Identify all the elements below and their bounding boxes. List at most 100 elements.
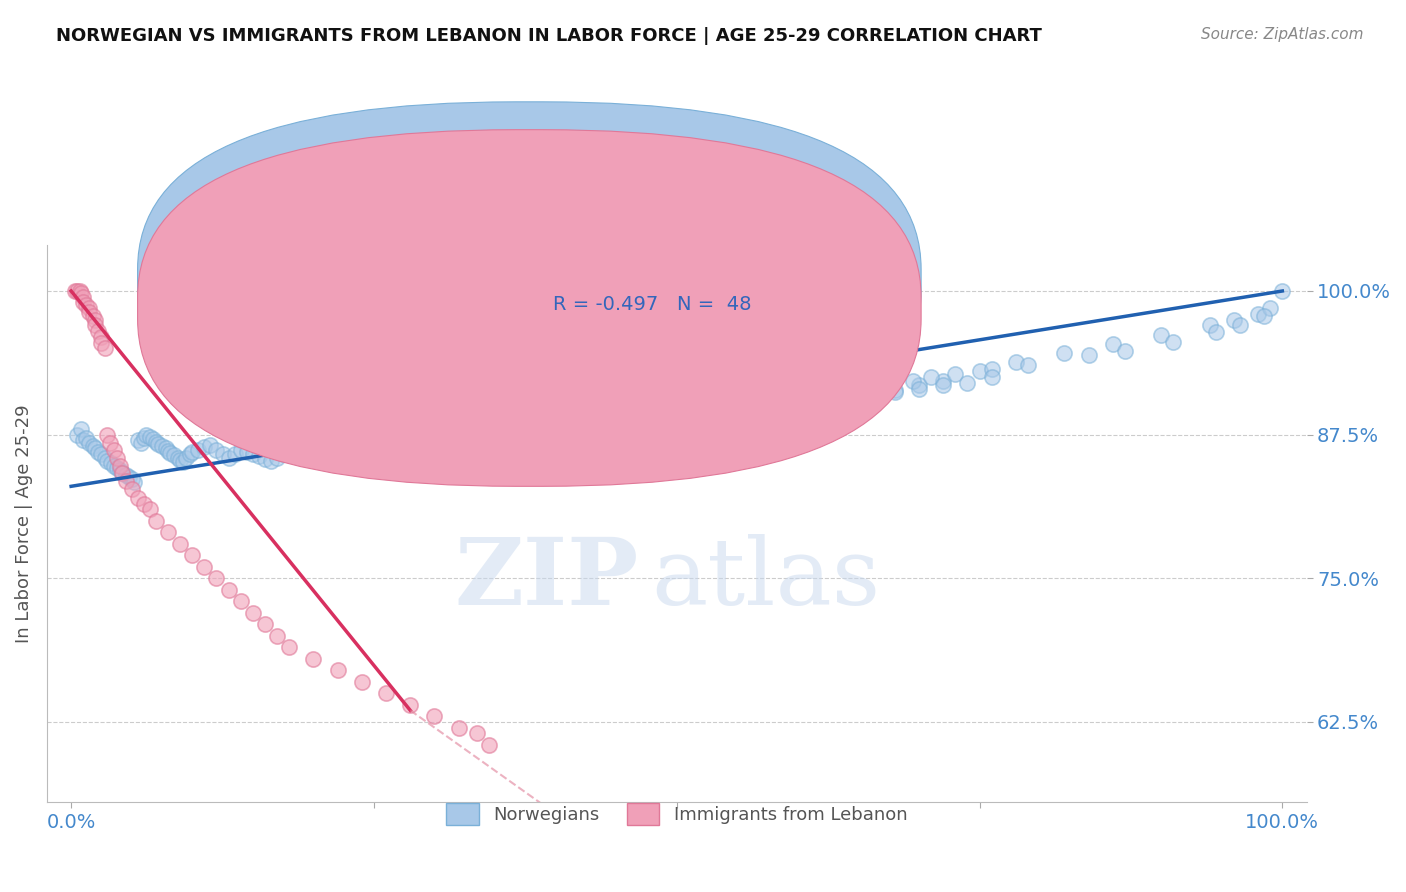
Point <box>478 738 501 752</box>
Point <box>98 435 121 450</box>
Point <box>1198 318 1220 333</box>
Point <box>484 435 506 450</box>
Point <box>87 324 110 338</box>
Point <box>859 387 882 401</box>
Point <box>375 686 398 700</box>
Point <box>150 439 173 453</box>
Point <box>762 399 785 413</box>
Point <box>811 396 834 410</box>
Point <box>956 376 979 390</box>
Point <box>533 445 555 459</box>
Point <box>90 330 112 344</box>
Point <box>174 450 197 465</box>
Point <box>363 427 385 442</box>
Point <box>271 447 294 461</box>
Point <box>339 434 361 448</box>
Point <box>108 463 131 477</box>
Point <box>883 385 905 400</box>
Point <box>139 502 162 516</box>
Point <box>302 651 325 665</box>
Point <box>218 450 240 465</box>
Point <box>72 434 94 448</box>
Point <box>114 467 136 482</box>
Point <box>508 440 530 454</box>
Point <box>94 450 117 465</box>
Point <box>471 434 494 448</box>
Text: R =  0.604   N = 127: R = 0.604 N = 127 <box>554 265 756 284</box>
Point <box>520 442 543 457</box>
Point <box>163 448 186 462</box>
Point <box>690 419 713 434</box>
Point <box>714 415 737 429</box>
Point <box>1229 318 1251 333</box>
Point <box>1271 284 1294 298</box>
Point <box>205 571 228 585</box>
Point <box>193 559 215 574</box>
Point <box>786 401 808 416</box>
Point <box>69 284 91 298</box>
Point <box>943 367 966 381</box>
Point <box>544 447 567 461</box>
Text: ZIP: ZIP <box>454 534 638 624</box>
Point <box>229 442 252 457</box>
Point <box>229 594 252 608</box>
Point <box>859 387 882 401</box>
Point <box>155 442 177 456</box>
Point <box>122 475 145 489</box>
Point <box>399 698 422 712</box>
Point <box>169 453 191 467</box>
Point <box>872 378 894 392</box>
Point <box>980 362 1002 376</box>
Point <box>980 370 1002 384</box>
Point <box>811 393 834 408</box>
Point <box>84 442 107 456</box>
Point <box>1005 355 1028 369</box>
Point <box>350 674 373 689</box>
Point <box>103 442 125 457</box>
Point <box>290 445 312 459</box>
Point <box>835 390 858 404</box>
Point <box>235 445 257 459</box>
Point <box>169 537 191 551</box>
Point <box>260 454 283 468</box>
Point <box>79 301 101 316</box>
Point <box>242 606 264 620</box>
Point <box>69 286 91 301</box>
Point <box>218 582 240 597</box>
Point <box>617 434 640 448</box>
Text: Source: ZipAtlas.com: Source: ZipAtlas.com <box>1201 27 1364 42</box>
Point <box>159 446 181 460</box>
Point <box>108 458 131 473</box>
Point <box>1150 327 1173 342</box>
Y-axis label: In Labor Force | Age 25-29: In Labor Force | Age 25-29 <box>15 404 32 643</box>
Point <box>266 450 288 465</box>
Point <box>253 451 276 466</box>
Point <box>145 514 167 528</box>
Point <box>447 429 470 443</box>
Point <box>75 298 97 312</box>
Point <box>690 408 713 422</box>
Point <box>118 470 141 484</box>
Point <box>253 617 276 632</box>
Point <box>156 525 179 540</box>
Point <box>465 726 488 740</box>
Point <box>883 383 905 397</box>
Point <box>326 663 349 677</box>
Point <box>247 450 270 464</box>
Point <box>181 445 204 459</box>
Point <box>79 304 101 318</box>
Point <box>932 374 955 388</box>
Point <box>82 310 104 324</box>
Point <box>641 429 664 443</box>
Point <box>105 450 128 465</box>
Point <box>187 442 209 457</box>
Point <box>84 312 107 326</box>
Point <box>1053 346 1076 360</box>
Point <box>181 548 204 562</box>
Point <box>1101 336 1123 351</box>
Point <box>908 382 931 396</box>
Point <box>278 640 301 655</box>
FancyBboxPatch shape <box>138 102 921 458</box>
Point <box>423 424 446 438</box>
Point <box>593 438 616 452</box>
